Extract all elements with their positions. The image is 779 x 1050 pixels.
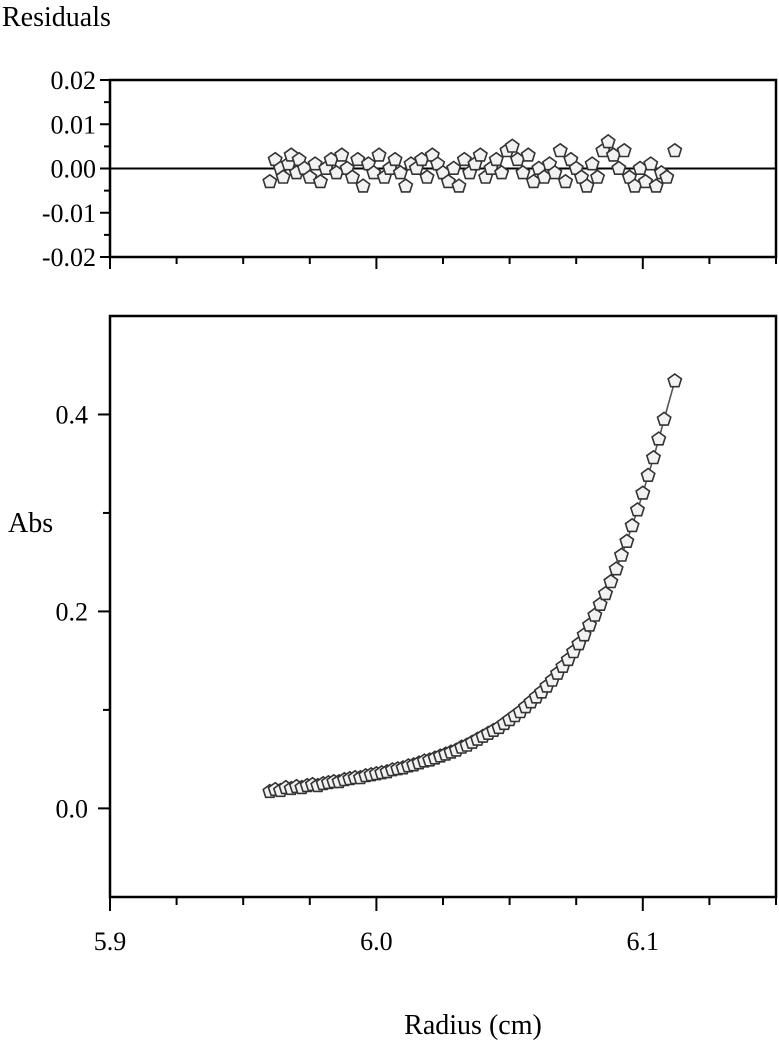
absorbance-point [667, 373, 683, 388]
residuals-points [262, 133, 683, 193]
absorbance-panel: Abs Radius (cm) 0.0 0.2 0.4 5.9 6.0 6.1 [8, 314, 778, 1041]
residual-point [579, 178, 595, 193]
absorbance-point [597, 585, 614, 601]
absorbance-points [262, 373, 683, 799]
residual-point [547, 164, 563, 180]
residuals-y-tick-label: 0.00 [51, 155, 97, 184]
residuals-y-tick-label: 0.02 [51, 66, 97, 95]
residual-point [275, 169, 291, 184]
residual-point [419, 169, 435, 184]
residual-point [616, 142, 632, 158]
residual-point [398, 178, 414, 193]
residuals-panel: Residuals 0.02 0.01 0.00 -0.01 -0.02 [2, 2, 778, 272]
residual-point [648, 178, 664, 193]
residual-point [387, 151, 403, 167]
abs-y-tick-label: 0.4 [56, 400, 89, 429]
radius-axis-title: Radius (cm) [404, 1010, 542, 1041]
abs-y-tick-labels: 0.0 0.2 0.4 [56, 400, 89, 823]
residuals-plot-frame [108, 78, 778, 259]
absorbance-point [656, 411, 672, 426]
residual-point [344, 169, 361, 184]
residual-point [520, 147, 536, 162]
residual-point [667, 142, 683, 158]
absorbance-point [645, 449, 662, 465]
residual-point [504, 138, 520, 153]
absorbance-point [624, 517, 640, 533]
absorbance-point [640, 467, 656, 483]
residual-point [371, 147, 387, 162]
residuals-y-tick-labels: 0.02 0.01 0.00 -0.01 -0.02 [42, 66, 96, 272]
radius-x-tick-labels: 5.9 6.0 6.1 [94, 927, 659, 956]
residual-point [312, 173, 329, 189]
radius-x-tick-label: 5.9 [94, 927, 127, 956]
residuals-y-tick-label: -0.01 [42, 199, 96, 228]
absorbance-point [587, 607, 603, 622]
radius-x-tick-label: 6.0 [360, 927, 393, 956]
residual-point [451, 178, 467, 193]
abs-y-tick-label: 0.0 [56, 794, 89, 823]
absorbance-point [603, 573, 619, 589]
residual-point [392, 164, 408, 180]
residual-point [494, 164, 510, 180]
residual-point [262, 173, 278, 189]
residuals-y-tick-label: -0.02 [42, 243, 96, 272]
residual-point [557, 173, 574, 189]
residuals-y-tick-label: 0.01 [51, 110, 97, 139]
absorbance-point [592, 596, 608, 612]
absorbance-point [608, 561, 624, 576]
residual-point [515, 164, 531, 180]
abs-axis-title: Abs [8, 508, 53, 539]
residual-point [355, 178, 371, 193]
residual-point [472, 147, 488, 162]
residual-point [600, 133, 616, 149]
residual-point [584, 156, 600, 171]
residual-point [552, 142, 568, 158]
residual-point [334, 147, 350, 162]
residuals-axis-title: Residuals [2, 2, 111, 33]
abs-y-tick-label: 0.2 [56, 597, 89, 626]
absorbance-point [619, 533, 635, 549]
absorbance-plot-frame [108, 314, 778, 899]
absorbance-point [629, 502, 646, 517]
absorbance-ticks [98, 413, 777, 911]
absorbance-point [613, 547, 630, 562]
residual-point [659, 169, 675, 184]
residual-point [446, 160, 462, 175]
residual-point [589, 169, 606, 184]
absorbance-point [651, 431, 667, 446]
absorbance-point [635, 485, 651, 500]
residual-point [611, 160, 627, 175]
residual-point [488, 151, 504, 167]
residual-point [643, 156, 659, 171]
radius-x-tick-label: 6.1 [627, 927, 660, 956]
